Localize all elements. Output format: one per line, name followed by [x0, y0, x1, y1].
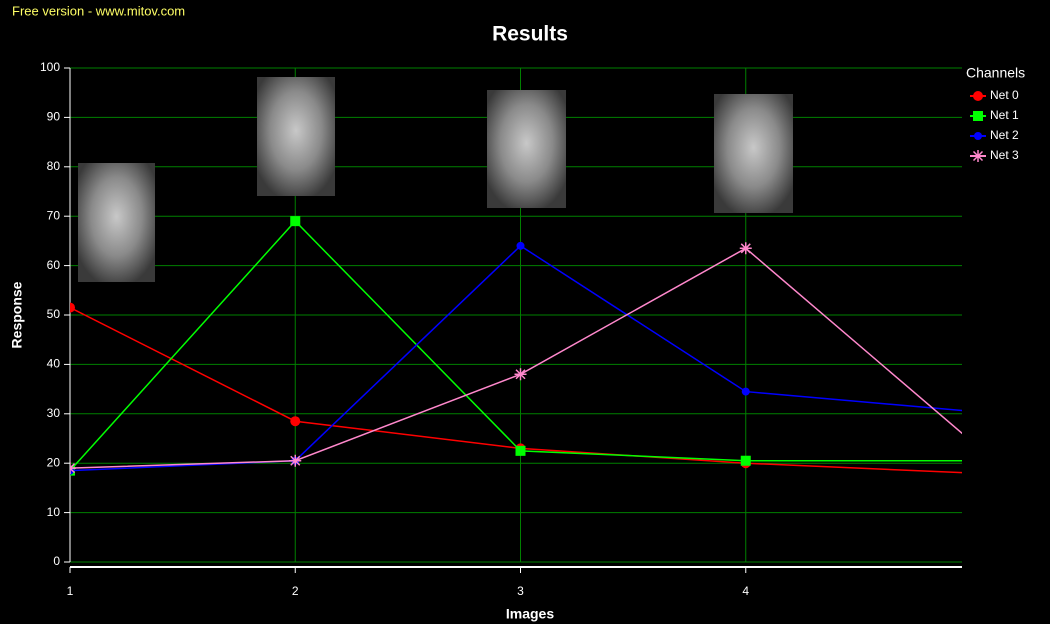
- face-image: [487, 90, 566, 208]
- x-tick-label: 4: [742, 584, 749, 598]
- y-axis-label: Response: [9, 281, 25, 348]
- x-tick-label: 2: [292, 584, 299, 598]
- y-tick-label: 40: [47, 357, 61, 371]
- legend-label: Net 2: [990, 128, 1019, 142]
- face-image: [714, 94, 793, 213]
- marker: [742, 388, 750, 396]
- y-tick-label: 70: [47, 208, 61, 222]
- y-tick-label: 0: [53, 554, 60, 568]
- legend-label: Net 1: [990, 108, 1019, 122]
- marker: [974, 132, 982, 140]
- marker: [517, 242, 525, 250]
- marker: [289, 455, 301, 467]
- y-tick-label: 30: [47, 406, 61, 420]
- y-tick-label: 100: [40, 60, 60, 74]
- marker: [973, 111, 983, 121]
- legend-label: Net 0: [990, 88, 1019, 102]
- watermark: Free version - www.mitov.com: [12, 3, 185, 18]
- chart-title: Results: [492, 23, 568, 46]
- x-tick-label: 3: [517, 584, 524, 598]
- y-tick-label: 60: [47, 258, 61, 272]
- chart: Free version - www.mitov.com Results Ima…: [0, 0, 1050, 624]
- x-tick-label: 1: [67, 584, 74, 598]
- marker: [741, 456, 751, 466]
- y-tick-label: 10: [47, 505, 61, 519]
- y-tick-label: 50: [47, 307, 61, 321]
- marker: [516, 446, 526, 456]
- face-image: [257, 77, 335, 196]
- marker: [290, 216, 300, 226]
- y-tick-label: 20: [47, 455, 61, 469]
- legend-label: Net 3: [990, 148, 1019, 162]
- marker: [515, 368, 527, 380]
- face-image: [78, 163, 155, 282]
- y-tick-label: 80: [47, 159, 61, 173]
- marker: [290, 416, 300, 426]
- marker: [973, 91, 983, 101]
- marker: [972, 150, 984, 162]
- marker: [740, 242, 752, 254]
- y-tick-label: 90: [47, 110, 61, 124]
- legend-title: Channels: [966, 65, 1025, 81]
- x-axis-label: Images: [506, 606, 554, 622]
